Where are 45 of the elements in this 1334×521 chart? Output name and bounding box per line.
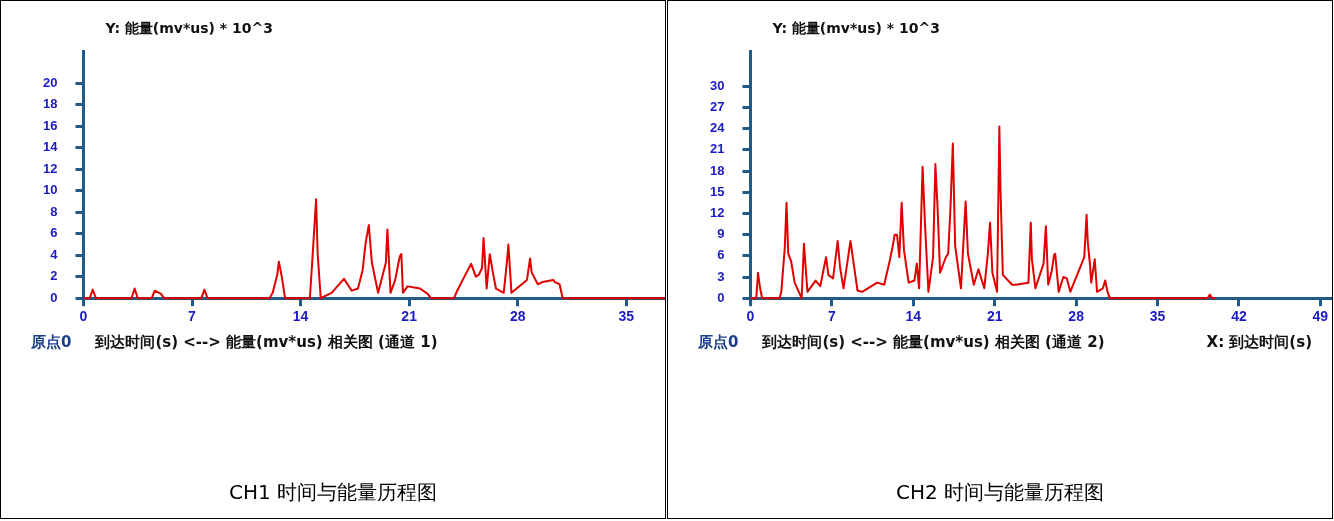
y-tick-label: 20 [42, 74, 58, 90]
y-tick-label: 27 [709, 99, 725, 115]
y-tick-label: 15 [709, 183, 725, 199]
y-tick-label: 16 [42, 117, 58, 133]
y-tick-label: 24 [709, 120, 726, 136]
y-tick-label: 30 [709, 77, 725, 93]
x-axis-title: 到达时间(s) <--> 能量(mv*us) 相关图 (通道 2) [762, 333, 1106, 352]
y-tick-label: 3 [717, 268, 725, 284]
x-tick-label: 0 [79, 308, 88, 325]
x-tick-label: 21 [401, 308, 418, 325]
x-tick-label: 49 [1312, 308, 1329, 325]
y-tick-label: 10 [42, 182, 58, 198]
y-tick-label: 21 [709, 141, 725, 157]
y-tick-label: 0 [50, 289, 58, 305]
y-tick-label: 6 [50, 225, 58, 241]
x-tick-label: 21 [986, 308, 1003, 325]
x-tick-label: 42 [1231, 308, 1247, 325]
y-tick-label: 12 [709, 205, 725, 221]
x-tick-label: 28 [509, 308, 526, 325]
y-tick-label: 8 [50, 203, 58, 219]
x-tick-label: 14 [292, 308, 309, 325]
y-tick-label: 14 [42, 139, 59, 155]
x-axis-title: 到达时间(s) <--> 能量(mv*us) 相关图 (通道 1) [95, 333, 439, 352]
y-tick-label: 9 [717, 226, 725, 242]
text: 原点0 [698, 333, 739, 352]
y-tick-label: 12 [42, 160, 58, 176]
x-tick-label: 14 [905, 308, 922, 325]
text: X: 到达时间(s) [1206, 333, 1312, 352]
x-tick-label: 35 [1149, 308, 1166, 325]
y-tick-label: 2 [50, 268, 58, 284]
x-tick-label: 28 [1068, 308, 1085, 325]
y-tick-label: 18 [42, 96, 58, 112]
x-tick-label: 7 [827, 308, 836, 325]
text: 原点0 [31, 333, 72, 352]
x-tick-label: 0 [746, 308, 755, 325]
y-tick-label: 6 [717, 247, 725, 263]
x-tick-label: 7 [188, 308, 197, 325]
y-tick-label: 18 [709, 162, 725, 178]
text: CH1 时间与能量历程图 [227, 479, 439, 506]
y-tick-label: 0 [717, 289, 725, 305]
y-axis-title: Y: 能量(mv*us) * 10^3 [771, 19, 941, 36]
text: CH2 时间与能量历程图 [894, 479, 1106, 506]
y-axis-title: Y: 能量(mv*us) * 10^3 [104, 19, 274, 36]
x-tick-label: 35 [618, 308, 635, 325]
y-tick-label: 4 [50, 246, 59, 262]
